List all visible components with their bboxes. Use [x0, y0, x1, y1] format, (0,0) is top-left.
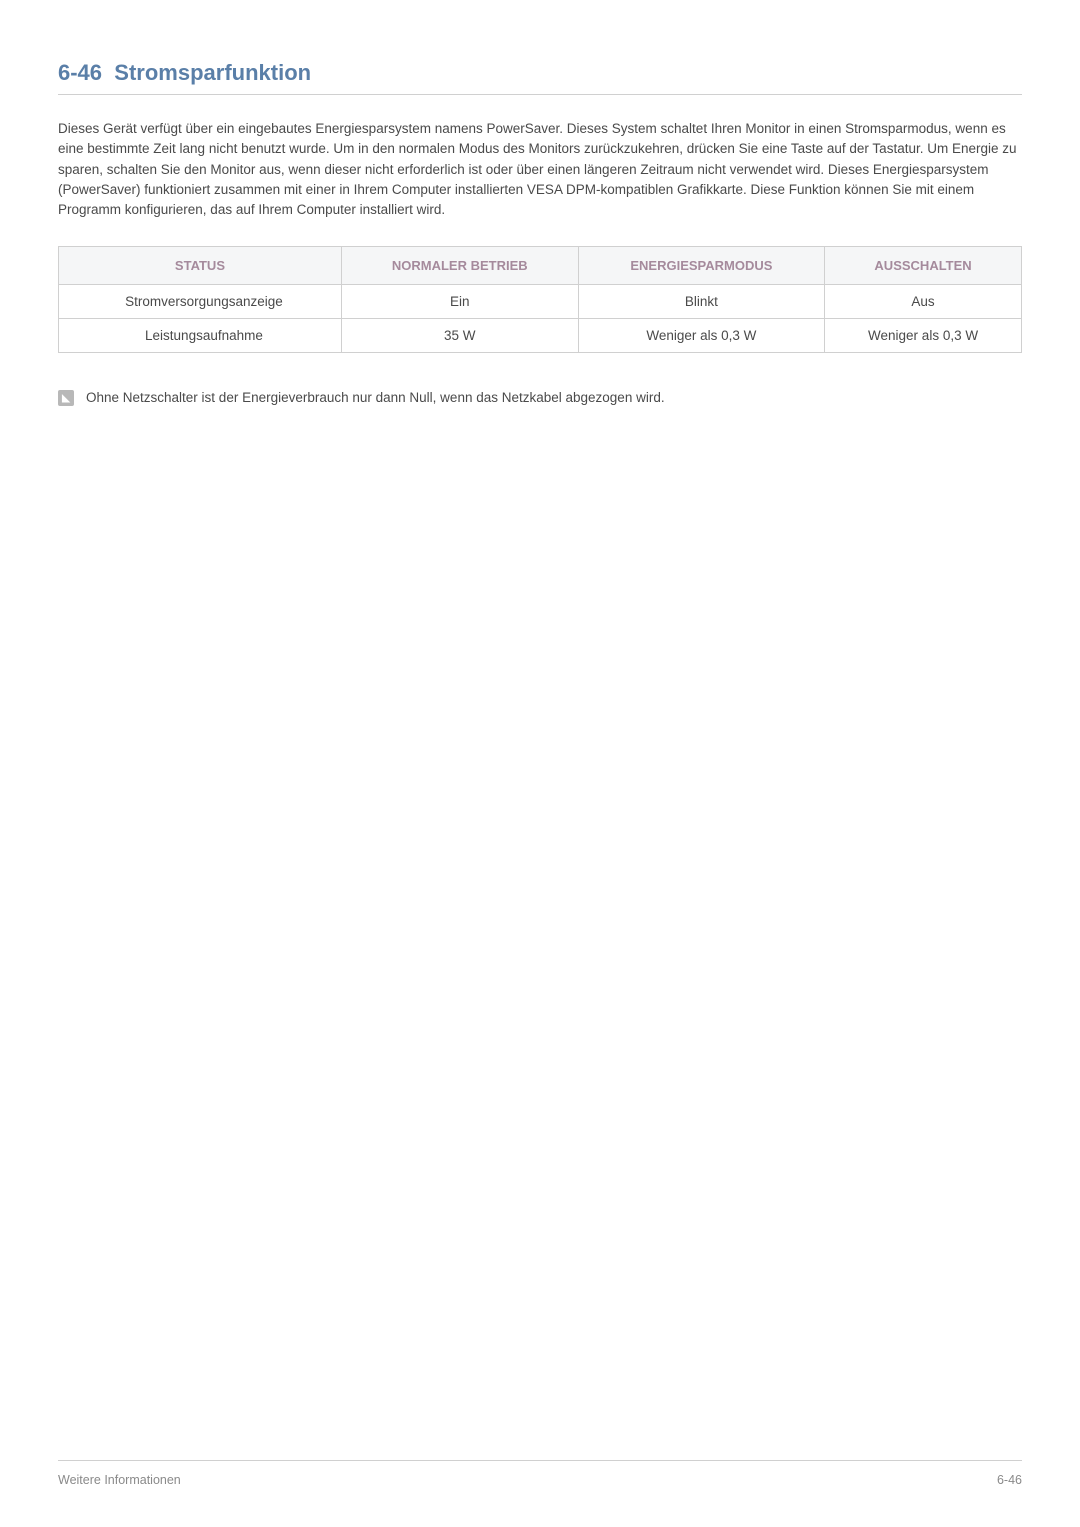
table-header-cell: AUSSCHALTEN — [825, 247, 1022, 285]
note-block: ◣ Ohne Netzschalter ist der Energieverbr… — [58, 389, 1022, 408]
footer-right-text: 6-46 — [997, 1473, 1022, 1487]
table-cell: Weniger als 0,3 W — [578, 319, 824, 353]
table-header-cell: NORMALER BETRIEB — [341, 247, 578, 285]
table-cell: Ein — [341, 285, 578, 319]
section-heading: 6-46 Stromsparfunktion — [58, 60, 1022, 95]
footer-left-text: Weitere Informationen — [58, 1473, 181, 1487]
table-header-row: STATUS NORMALER BETRIEB ENERGIESPARMODUS… — [59, 247, 1022, 285]
table-cell: Weniger als 0,3 W — [825, 319, 1022, 353]
note-icon-glyph: ◣ — [62, 393, 70, 404]
table-cell: 35 W — [341, 319, 578, 353]
note-text: Ohne Netzschalter ist der Energieverbrau… — [86, 389, 665, 408]
note-icon: ◣ — [58, 390, 74, 406]
table-cell: Blinkt — [578, 285, 824, 319]
body-paragraph: Dieses Gerät verfügt über ein eingebaute… — [58, 119, 1022, 220]
document-page: 6-46 Stromsparfunktion Dieses Gerät verf… — [0, 0, 1080, 408]
table-row: Leistungsaufnahme 35 W Weniger als 0,3 W… — [59, 319, 1022, 353]
table-row: Stromversorgungsanzeige Ein Blinkt Aus — [59, 285, 1022, 319]
table-cell: Leistungsaufnahme — [59, 319, 342, 353]
table-header-cell: STATUS — [59, 247, 342, 285]
power-table: STATUS NORMALER BETRIEB ENERGIESPARMODUS… — [58, 246, 1022, 353]
section-number: 6-46 — [58, 60, 102, 85]
table-cell: Stromversorgungsanzeige — [59, 285, 342, 319]
page-footer: Weitere Informationen 6-46 — [58, 1460, 1022, 1487]
section-title: Stromsparfunktion — [114, 60, 311, 85]
table-header-cell: ENERGIESPARMODUS — [578, 247, 824, 285]
table-cell: Aus — [825, 285, 1022, 319]
